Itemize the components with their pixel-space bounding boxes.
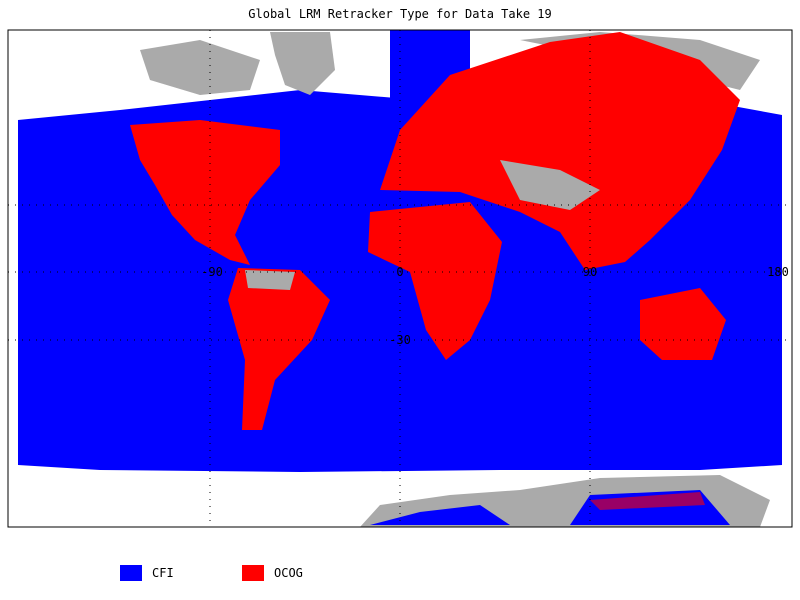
australia: [640, 288, 726, 360]
antarctica-cfi: [370, 505, 510, 525]
arctic-land: [140, 40, 260, 95]
map-frame: [7, 29, 793, 528]
north-america: [130, 120, 280, 265]
lon-label: -90: [201, 265, 223, 279]
legend-label: OCOG: [274, 566, 303, 580]
graticule: [8, 30, 792, 527]
antarctica-ocog: [590, 492, 705, 510]
lat-label: -30: [389, 333, 411, 347]
legend: CFI OCOG: [120, 565, 303, 581]
africa: [368, 202, 502, 360]
legend-swatch: [242, 565, 264, 581]
legend-swatch: [120, 565, 142, 581]
lon-label: 90: [583, 265, 597, 279]
amazon-gray: [245, 270, 295, 290]
greenland: [270, 32, 335, 95]
map-title: Global LRM Retracker Type for Data Take …: [248, 7, 551, 21]
south-america: [228, 268, 330, 430]
lon-label: 0: [396, 265, 403, 279]
legend-label: CFI: [152, 566, 174, 580]
map: -90 0 90 180 -30: [7, 29, 793, 528]
lon-label: 180: [767, 265, 789, 279]
eurasia: [380, 32, 740, 270]
asia-gray: [500, 160, 600, 210]
